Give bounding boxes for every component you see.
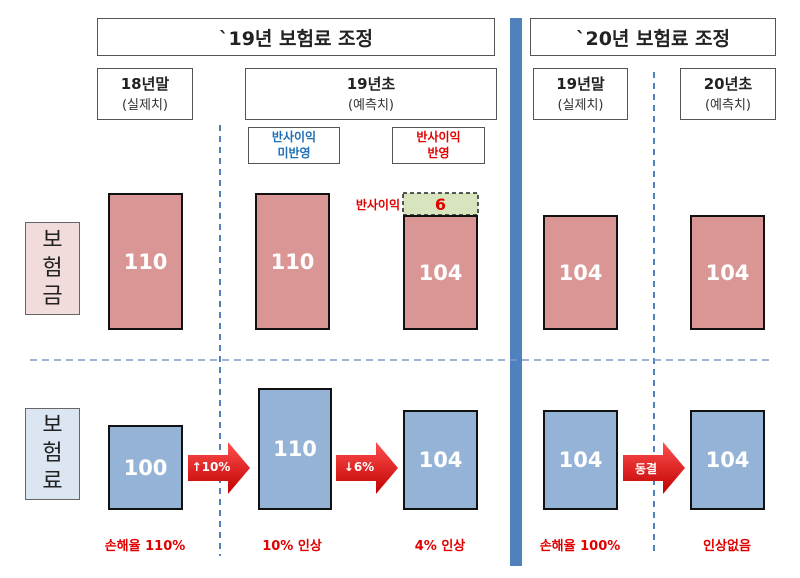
box: 104 <box>543 215 618 330</box>
column-label: 18년말 (실제치) <box>97 68 193 120</box>
column-sub: (실제치) <box>557 98 604 113</box>
scenario-text: 미반영 <box>277 146 311 160</box>
box: 104 <box>690 215 765 330</box>
column-sub: (예측치) <box>704 98 752 113</box>
box: 110 <box>108 193 183 330</box>
column-title: 20년초 <box>703 75 753 93</box>
box-value: 110 <box>273 437 317 461</box>
column-sub: (실제치) <box>121 98 169 113</box>
divider <box>510 18 522 566</box>
row-label: 보험료 <box>25 408 80 500</box>
box-value: 104 <box>705 448 750 472</box>
box-value: 104 <box>558 448 603 472</box>
box-value: 110 <box>270 249 315 274</box>
box-value: 104 <box>558 260 603 285</box>
box-value: 104 <box>418 448 463 472</box>
header: `19년 보험료 조정 <box>97 18 495 56</box>
box-value: 100 <box>123 455 168 480</box>
note: 인상없음 <box>703 539 751 554</box>
column-label: 20년초 (예측치) <box>680 68 776 120</box>
column-sub: (예측치) <box>347 98 395 113</box>
box-value: 104 <box>705 260 750 285</box>
scenario-text: 반영 <box>427 146 450 160</box>
reflection-label: 반사이익 <box>355 198 400 212</box>
arrow-label: ↑10% <box>191 460 231 474</box>
arrow <box>623 442 685 494</box>
header: `20년 보험료 조정 <box>530 18 776 56</box>
box: 104 <box>543 410 618 510</box>
note: 손해율 110% <box>104 539 186 554</box>
note: 손해율 100% <box>539 539 621 554</box>
column-title: 19년초 <box>346 75 396 93</box>
box: 104 <box>690 410 765 510</box>
note: 4% 인상 <box>414 539 466 554</box>
row-label-text: 보험료 <box>42 413 63 494</box>
box: 110 <box>258 388 332 510</box>
arrow <box>336 442 398 494</box>
arrow-label: 동결 <box>634 462 658 476</box>
arrow <box>188 442 250 494</box>
box: 100 <box>108 425 183 510</box>
reflection-value: 6 <box>403 193 478 215</box>
column-title: 18년말 <box>120 75 170 93</box>
column-title: 19년말 <box>556 75 605 93</box>
column-label: 19년초 (예측치) <box>245 68 497 120</box>
box: 104 <box>403 410 478 510</box>
scenario-text: 반사이익 <box>416 130 461 144</box>
arrow-label: ↓6% <box>343 460 375 474</box>
header-text: `20년 보험료 조정 <box>575 27 731 50</box>
scenario-text: 반사이익 <box>271 130 317 144</box>
header-text: `19년 보험료 조정 <box>218 27 374 50</box>
box: 110 <box>255 193 330 330</box>
box-value: 110 <box>123 249 168 274</box>
row-label: 보험금 <box>25 222 80 315</box>
row-label-text: 보험금 <box>42 227 63 309</box>
reflection-value-text: 6 <box>434 194 447 214</box>
box-value: 104 <box>418 260 463 285</box>
note: 10% 인상 <box>262 539 322 554</box>
box: 104 <box>403 215 478 330</box>
column-label: 19년말 (실제치) <box>533 68 628 120</box>
